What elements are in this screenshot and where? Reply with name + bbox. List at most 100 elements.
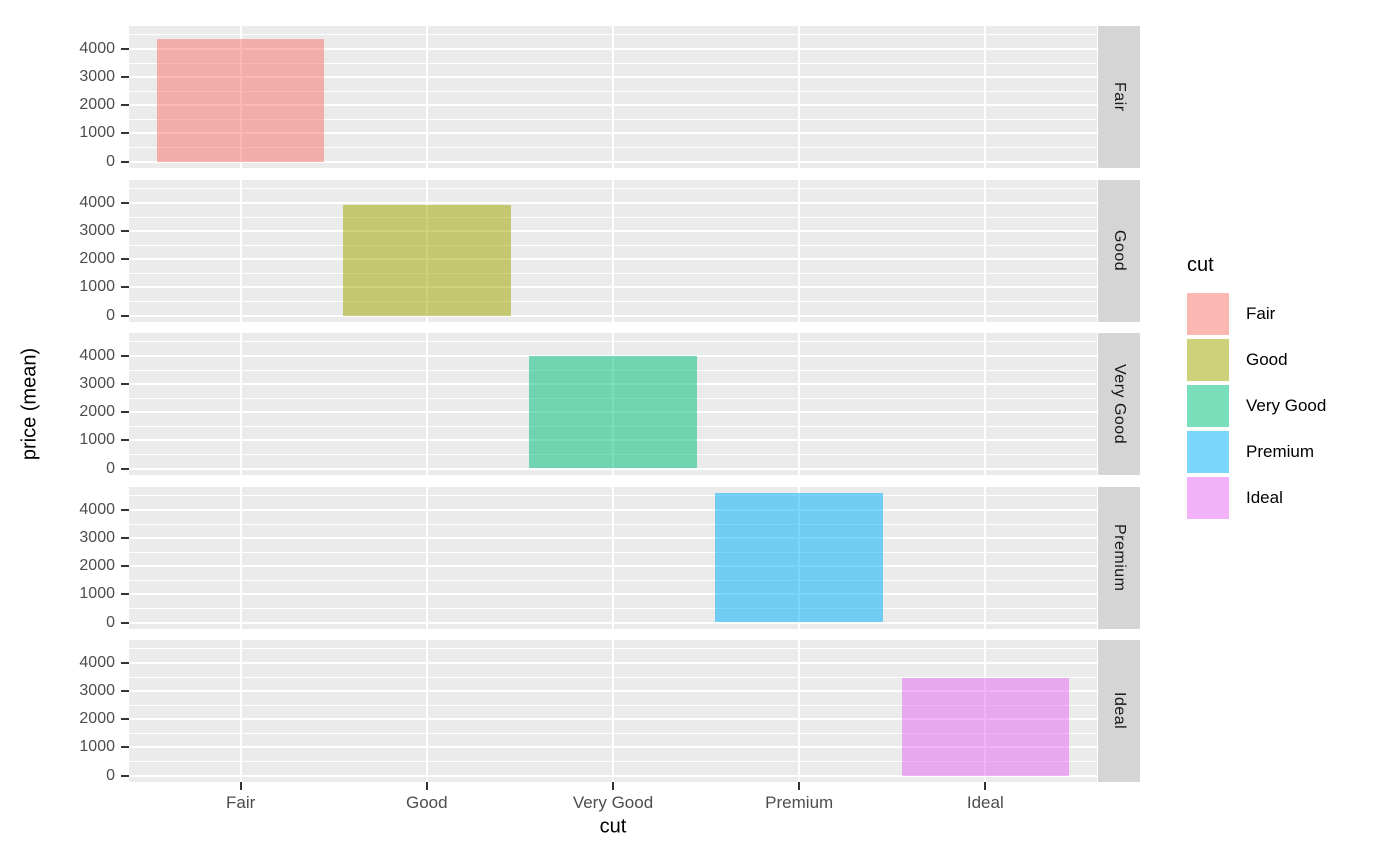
y-tick-mark	[121, 104, 129, 107]
x-tick-mark	[425, 782, 428, 790]
y-tick-mark	[121, 354, 129, 357]
y-tick-mark	[121, 593, 129, 596]
gridline-major-vertical	[239, 487, 242, 629]
legend-label: Very Good	[1246, 396, 1327, 415]
facet-panel	[129, 180, 1097, 322]
facet-panel	[129, 333, 1097, 475]
y-tick-mark	[121, 565, 129, 568]
legend-label: Premium	[1246, 442, 1315, 461]
gridline-major-vertical	[239, 333, 242, 475]
bar	[715, 493, 883, 623]
y-tick-mark	[121, 508, 129, 511]
y-tick-label: 3000	[79, 68, 115, 86]
y-tick-label: 3000	[79, 529, 115, 547]
y-tick-mark	[121, 411, 129, 414]
y-tick-label: 1000	[79, 738, 115, 756]
legend: cut Fair Good Very Good Premium Ideal	[1187, 254, 1326, 523]
gridline-major-vertical	[984, 333, 987, 475]
y-tick-label: 2000	[79, 557, 115, 575]
x-tick-mark	[239, 782, 242, 790]
x-tick-label: Good	[406, 793, 448, 812]
legend-entries: Fair Good Very Good Premium Ideal	[1187, 293, 1326, 519]
gridline-major-vertical	[798, 180, 801, 322]
x-tick-mark	[612, 782, 614, 790]
y-tick-label: 1000	[79, 278, 115, 296]
y-tick-mark	[121, 230, 129, 233]
legend-swatch	[1187, 339, 1229, 381]
legend-label: Good	[1246, 350, 1288, 369]
gridline-major-vertical	[425, 333, 428, 475]
legend-label: Ideal	[1246, 488, 1283, 507]
facet-strip: Fair	[1098, 26, 1140, 168]
y-tick-label: 2000	[79, 96, 115, 114]
y-tick-label: 4000	[79, 500, 115, 518]
facet-strip-label: Premium	[1111, 524, 1128, 592]
y-tick-label: 4000	[79, 193, 115, 211]
y-tick-label: 0	[106, 613, 115, 631]
y-tick-mark	[121, 47, 129, 50]
facet-strip: Very Good	[1098, 333, 1140, 475]
legend-swatch	[1187, 293, 1229, 335]
facet-strip-label: Good	[1111, 230, 1128, 272]
y-tick-label: 0	[106, 152, 115, 170]
y-tick-mark	[121, 160, 129, 163]
y-tick-label: 1000	[79, 431, 115, 449]
legend-label: Fair	[1246, 304, 1276, 323]
y-tick-label: 4000	[79, 346, 115, 364]
y-tick-label: 3000	[79, 222, 115, 240]
x-tick-mark	[984, 782, 987, 790]
y-tick-mark	[121, 746, 129, 749]
x-tick-label: Fair	[226, 793, 256, 812]
gridline-major-vertical	[984, 487, 987, 629]
y-tick-label: 4000	[79, 653, 115, 671]
legend-entry: Good	[1187, 339, 1326, 381]
y-tick-label: 1000	[79, 585, 115, 603]
x-tick-label: Very Good	[572, 793, 654, 812]
y-tick-label: 0	[106, 306, 115, 324]
x-tick-label: Premium	[765, 793, 834, 812]
facet-panel	[129, 26, 1097, 168]
gridline-major-vertical	[612, 180, 614, 322]
legend-swatch	[1187, 385, 1229, 427]
y-tick-label: 3000	[79, 375, 115, 393]
legend-entry: Fair	[1187, 293, 1326, 335]
facet-strip-label: Fair	[1111, 82, 1128, 112]
gridline-major-vertical	[239, 180, 242, 322]
y-tick-mark	[121, 76, 129, 79]
gridline-major-vertical	[984, 26, 987, 168]
bar	[343, 204, 511, 316]
y-tick-mark	[121, 774, 129, 777]
bar	[156, 38, 325, 162]
y-tick-mark	[121, 439, 129, 442]
gridline-major-vertical	[798, 333, 801, 475]
y-tick-mark	[121, 132, 129, 135]
gridline-major-vertical	[612, 487, 614, 629]
gridline-major-vertical	[984, 180, 987, 322]
facet-panel	[129, 487, 1097, 629]
y-tick-mark	[121, 286, 129, 289]
y-tick-label: 2000	[79, 403, 115, 421]
facet-strip: Good	[1098, 180, 1140, 322]
y-tick-label: 1000	[79, 124, 115, 142]
legend-entry: Very Good	[1187, 385, 1326, 427]
gridline-major-vertical	[798, 26, 801, 168]
y-tick-label: 3000	[79, 682, 115, 700]
y-tick-label: 4000	[79, 39, 115, 57]
legend-entry: Premium	[1187, 431, 1326, 473]
facet-strip-label: Very Good	[1111, 363, 1128, 445]
y-tick-label: 2000	[79, 250, 115, 268]
legend-swatch	[1187, 431, 1229, 473]
x-tick-mark	[798, 782, 801, 790]
y-tick-mark	[121, 537, 129, 540]
y-tick-label: 0	[106, 766, 115, 784]
y-tick-mark	[121, 621, 129, 624]
facet-strip: Premium	[1098, 487, 1140, 629]
y-tick-mark	[121, 661, 129, 664]
gridline-major-vertical	[425, 640, 428, 782]
y-tick-mark	[121, 258, 129, 261]
gridline-major-vertical	[425, 487, 428, 629]
gridline-major-vertical	[239, 640, 242, 782]
y-tick-mark	[121, 690, 129, 693]
y-tick-label: 2000	[79, 710, 115, 728]
